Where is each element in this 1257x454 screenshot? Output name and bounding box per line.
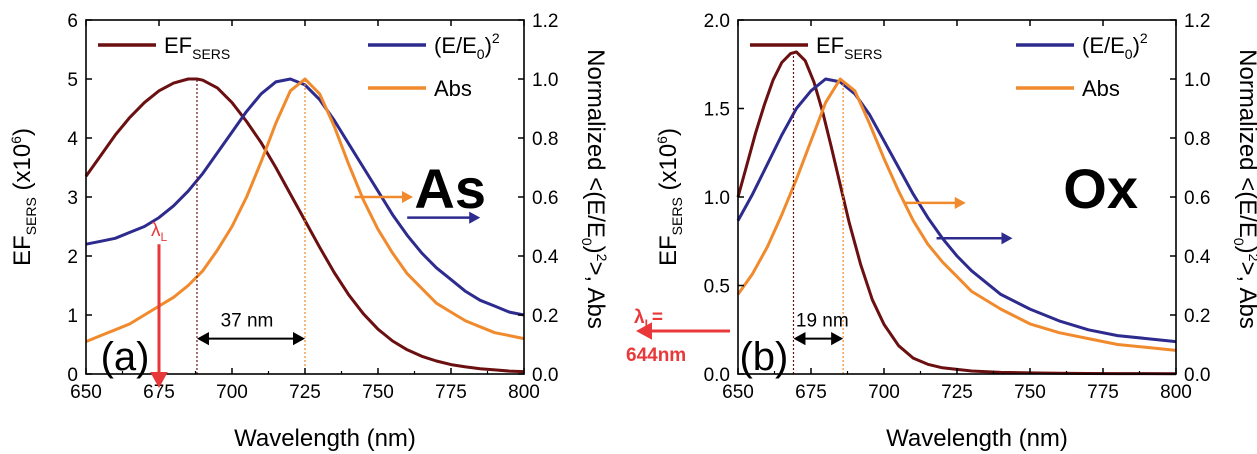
panel-b-laser-value: 644nm <box>626 345 686 366</box>
panel-a-y-right-tick-label: 1.2 <box>532 11 558 32</box>
panel-b-series-0-line <box>736 50 1177 376</box>
panel-b-y-left-tick-label: 0.0 <box>704 365 730 386</box>
panel-b-separation-label: 19 nm <box>796 311 849 332</box>
panel-b-x-tick-label: 675 <box>795 382 827 403</box>
panel-a-panel-label: (a) <box>101 335 150 379</box>
panel-b-y-right-tick-label: 0.4 <box>1184 247 1211 268</box>
panel-a-laser-label: λL <box>151 220 168 244</box>
panel-b-legend-label-0: EFSERS <box>816 33 882 62</box>
panel-a-series-0-line <box>84 77 525 374</box>
panel-a-y-left-tick-label: 3 <box>67 188 78 209</box>
panel-a-abs-axis-arrow-head <box>402 190 414 204</box>
panel-a-y-left-tick-label: 4 <box>67 129 78 150</box>
panel-b-separation-arrow-head-left <box>793 332 806 346</box>
panel-a-y-right-axis-label: Normalized <(E/E0)2>, Abs <box>579 49 610 329</box>
panel-a-y-right-tick-label: 0.0 <box>532 365 558 386</box>
panel-b-y-left-tick-label: 1.0 <box>704 188 730 209</box>
panel-b-y-right-tick-label: 0.8 <box>1184 129 1210 150</box>
panel-b-y-right-axis-label: Normalized <(E/E0)2>, Abs <box>1231 49 1257 329</box>
panel-b-panel-label: (b) <box>739 335 788 379</box>
panel-a-x-tick-label: 775 <box>435 382 467 403</box>
panel-b-separation-arrow-head-right <box>831 332 844 346</box>
panel-a-y-left-tick-label: 0 <box>67 365 78 386</box>
panel-a-y-right-tick-label: 1.0 <box>532 70 558 91</box>
panel-b-x-tick-label: 650 <box>722 382 754 403</box>
panel-a-y-left-axis-label: EFSERS (x106) <box>8 128 39 266</box>
panel-b-y-left-tick-label: 1.5 <box>704 100 730 121</box>
panel-a-legend-label-0: EFSERS <box>164 33 230 62</box>
panel-b-y-right-tick-label: 0.2 <box>1184 306 1210 327</box>
panel-b-legend-label-1: (E/E0)2 <box>1082 30 1148 62</box>
panel-b-field-axis-arrow-head <box>1001 232 1013 245</box>
panel-b-y-left-tick-label: 2.0 <box>704 11 730 32</box>
panel-a-x-tick-label: 700 <box>216 382 248 403</box>
panel-a-sample-label: As <box>414 157 486 220</box>
panel-a-x-tick-label: 750 <box>362 382 394 403</box>
panel-a-y-left-tick-label: 5 <box>67 70 78 91</box>
panel-a-y-right-tick-label: 0.2 <box>532 306 558 327</box>
panel-a-legend-label-1: (E/E0)2 <box>434 30 500 62</box>
panel-b-laser-arrow-head <box>636 322 652 340</box>
panel-b-y-right-tick-label: 1.0 <box>1184 70 1210 91</box>
panel-b-x-tick-label: 750 <box>1014 382 1046 403</box>
panel-b-y-right-tick-label: 0.0 <box>1184 365 1210 386</box>
panel-b-x-axis-label: Wavelength (nm) <box>886 425 1068 452</box>
panel-b-y-left-tick-label: 0.5 <box>704 277 730 298</box>
panel-a-x-axis-label: Wavelength (nm) <box>234 425 416 452</box>
panel-a-laser-arrow-head <box>150 372 168 388</box>
panel-a-x-tick-label: 800 <box>508 382 540 403</box>
panel-b-sample-label: Ox <box>1063 157 1138 220</box>
panel-a-field-axis-arrow-head <box>469 211 481 224</box>
panel-b-x-tick-label: 775 <box>1087 382 1119 403</box>
panel-a-legend-label-2: Abs <box>434 76 472 101</box>
panel-b-laser-label: λL= <box>634 307 663 331</box>
panel-a-separation-label: 37 nm <box>221 311 274 332</box>
panel-a-y-left-tick-label: 1 <box>67 306 78 327</box>
panel-a-y-left-tick-label: 2 <box>67 247 78 268</box>
panel-a-separation-arrow-head-left <box>196 332 209 346</box>
panel-a-x-tick-label: 650 <box>70 382 102 403</box>
panel-a-y-right-tick-label: 0.6 <box>532 188 558 209</box>
panel-b-x-tick-label: 700 <box>868 382 900 403</box>
panel-b-x-tick-label: 725 <box>941 382 973 403</box>
panel-a-y-left-tick-label: 6 <box>67 11 78 32</box>
panel-a-x-tick-label: 725 <box>289 382 321 403</box>
panel-a-y-right-tick-label: 0.8 <box>532 129 558 150</box>
panel-b-legend-label-2: Abs <box>1082 76 1120 101</box>
panel-b-y-right-tick-label: 0.6 <box>1184 188 1210 209</box>
panel-a-separation-arrow-head-right <box>293 332 305 346</box>
panel-b-y-right-tick-label: 1.2 <box>1184 11 1210 32</box>
panel-a-x-tick-label: 675 <box>143 382 175 403</box>
panel-b-abs-axis-arrow-head <box>954 196 966 209</box>
panel-b-x-tick-label: 800 <box>1160 382 1192 403</box>
panel-b-y-left-axis-label: EFSERS (x106) <box>654 128 685 266</box>
panel-a-y-right-tick-label: 0.4 <box>532 247 559 268</box>
